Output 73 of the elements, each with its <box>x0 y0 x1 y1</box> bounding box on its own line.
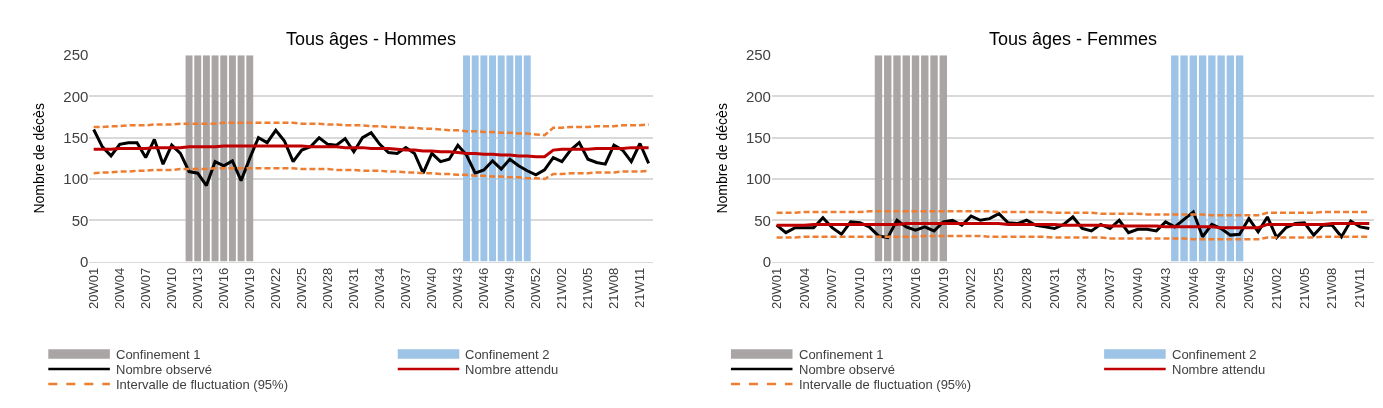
x-tick-label: 20W01 <box>768 267 784 309</box>
x-tick-label: 20W28 <box>1018 267 1034 309</box>
legend-label: Intervalle de fluctuation (95%) <box>116 377 288 392</box>
y-tick-label: 200 <box>63 87 89 105</box>
x-tick-label: 20W25 <box>294 267 310 309</box>
x-tick-label: 20W04 <box>111 267 127 309</box>
x-tick-label: 20W52 <box>528 267 544 309</box>
line-series <box>92 144 651 159</box>
x-tick-label: 21W08 <box>1324 267 1340 309</box>
legend-label: Nombre attendu <box>1172 362 1266 377</box>
x-tick-label: 21W05 <box>580 267 596 309</box>
y-tick-label: 150 <box>745 128 771 146</box>
y-tick-label: 150 <box>63 128 89 146</box>
x-tick-label: 20W31 <box>1046 267 1062 309</box>
x-tick-label: 20W28 <box>320 267 336 309</box>
x-tick-label: 20W10 <box>852 267 868 309</box>
y-tick-label: 100 <box>745 170 771 188</box>
x-tick-label: 20W22 <box>963 267 979 309</box>
x-tick-label: 20W34 <box>1074 267 1090 309</box>
x-tick-label: 20W37 <box>398 267 414 309</box>
x-tick-label: 20W40 <box>1129 267 1145 309</box>
x-tick-label: 20W46 <box>476 267 492 309</box>
legend-label: Nombre observé <box>116 362 213 377</box>
x-tick-label: 20W22 <box>268 267 283 309</box>
x-tick-label: 20W10 <box>163 267 179 309</box>
x-tick-label: 20W16 <box>907 267 923 309</box>
x-tick-label: 21W05 <box>1296 267 1312 309</box>
y-axis-title: Nombre de décès <box>713 103 730 214</box>
x-tick-label: 20W43 <box>1157 267 1173 309</box>
legend-label: Confinement 1 <box>799 347 884 362</box>
x-tick-label: 20W01 <box>85 267 101 309</box>
x-tick-label: 20W40 <box>424 267 440 309</box>
x-tick-label: 20W25 <box>991 267 1007 309</box>
legend-label: Confinement 1 <box>116 347 201 362</box>
x-tick-label: 20W07 <box>137 267 153 309</box>
x-tick-label: 20W52 <box>1241 267 1257 309</box>
x-tick-label: 21W11 <box>632 267 648 308</box>
x-tick-label: 20W04 <box>796 267 812 309</box>
legend-label: Nombre observé <box>799 362 896 377</box>
x-tick-label: 20W19 <box>935 267 951 309</box>
x-tick-label: 20W49 <box>1213 267 1229 309</box>
y-tick-label: 50 <box>754 211 771 229</box>
chart-title: Tous âges - Femmes <box>989 29 1158 49</box>
x-tick-label: 21W11 <box>1352 267 1368 308</box>
x-tick-label: 20W13 <box>879 267 895 309</box>
y-tick-label: 100 <box>63 170 89 188</box>
x-tick-label: 20W34 <box>372 267 388 309</box>
x-tick-label: 20W43 <box>450 267 466 309</box>
x-tick-label: 20W16 <box>215 267 231 309</box>
y-tick-label: 200 <box>745 87 771 105</box>
y-axis-title: Nombre de décès <box>30 103 47 214</box>
x-tick-label: 20W49 <box>502 267 518 309</box>
x-tick-label: 20W07 <box>824 267 840 309</box>
x-tick-label: 21W08 <box>606 267 622 309</box>
line-series <box>92 121 650 137</box>
y-tick-label: 250 <box>745 46 771 64</box>
chart-title: Tous âges - Hommes <box>286 29 457 49</box>
y-tick-label: 0 <box>762 252 771 270</box>
legend-label: Confinement 2 <box>1172 347 1257 362</box>
x-tick-label: 21W02 <box>554 267 570 309</box>
x-tick-label: 20W37 <box>1102 267 1118 309</box>
legend-label: Nombre attendu <box>465 362 559 377</box>
y-tick-label: 50 <box>71 211 89 229</box>
x-tick-label: 20W46 <box>1185 267 1201 309</box>
legend-label: Intervalle de fluctuation (95%) <box>799 377 971 392</box>
x-tick-label: 20W13 <box>189 267 205 309</box>
x-tick-label: 20W19 <box>241 267 257 309</box>
x-tick-label: 20W31 <box>346 267 362 309</box>
line-series <box>92 167 650 181</box>
y-tick-label: 250 <box>63 46 89 64</box>
legend-label: Confinement 2 <box>465 347 550 362</box>
x-tick-label: 21W02 <box>1268 267 1284 309</box>
y-tick-label: 0 <box>80 252 89 270</box>
